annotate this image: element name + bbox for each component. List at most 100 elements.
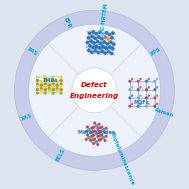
Circle shape	[56, 81, 58, 83]
Circle shape	[60, 85, 62, 87]
Circle shape	[129, 97, 131, 99]
Circle shape	[129, 105, 131, 107]
Circle shape	[86, 131, 87, 132]
Circle shape	[90, 40, 92, 42]
Circle shape	[102, 45, 104, 48]
Circle shape	[112, 43, 115, 45]
Circle shape	[107, 50, 110, 53]
Circle shape	[86, 139, 87, 140]
Circle shape	[99, 131, 101, 133]
Text: Engineering: Engineering	[70, 93, 119, 98]
Circle shape	[146, 97, 147, 99]
Circle shape	[48, 88, 50, 89]
Circle shape	[110, 41, 112, 44]
Text: EELS: EELS	[55, 147, 66, 162]
Circle shape	[95, 141, 98, 143]
Circle shape	[44, 85, 46, 87]
Circle shape	[44, 80, 46, 81]
Circle shape	[88, 137, 90, 139]
Circle shape	[103, 41, 105, 43]
Circle shape	[102, 129, 105, 131]
Circle shape	[91, 51, 93, 53]
Circle shape	[140, 87, 141, 88]
Circle shape	[93, 42, 95, 44]
Circle shape	[60, 80, 62, 81]
Circle shape	[100, 139, 101, 140]
Circle shape	[106, 43, 108, 45]
Circle shape	[98, 47, 101, 49]
Circle shape	[108, 33, 111, 36]
Circle shape	[40, 81, 42, 83]
Circle shape	[87, 134, 88, 136]
Circle shape	[94, 50, 97, 52]
Text: Photoluminescence: Photoluminescence	[109, 130, 135, 186]
Circle shape	[87, 37, 90, 39]
Circle shape	[137, 105, 139, 107]
Circle shape	[97, 136, 99, 137]
Circle shape	[107, 38, 109, 40]
Circle shape	[60, 76, 62, 78]
Text: Metal Oxides: Metal Oxides	[77, 129, 114, 135]
Circle shape	[156, 78, 158, 80]
Circle shape	[52, 80, 54, 81]
Circle shape	[104, 132, 106, 133]
Circle shape	[44, 76, 46, 78]
Circle shape	[105, 32, 108, 34]
Circle shape	[93, 127, 94, 128]
Circle shape	[37, 83, 38, 85]
Circle shape	[28, 24, 161, 156]
Circle shape	[36, 80, 38, 81]
Circle shape	[97, 144, 99, 145]
Circle shape	[98, 139, 100, 141]
Text: XAS: XAS	[20, 113, 33, 122]
Circle shape	[97, 51, 100, 54]
Text: MOFs: MOFs	[134, 100, 149, 105]
Circle shape	[92, 139, 94, 141]
Circle shape	[137, 97, 139, 99]
Circle shape	[52, 85, 54, 87]
Circle shape	[148, 87, 149, 88]
Text: TMDs: TMDs	[43, 78, 58, 83]
Circle shape	[104, 36, 107, 39]
Text: Raman: Raman	[154, 107, 174, 118]
Circle shape	[99, 127, 101, 129]
Circle shape	[100, 131, 101, 132]
Circle shape	[56, 88, 58, 89]
Circle shape	[132, 95, 133, 96]
Circle shape	[156, 103, 158, 105]
Text: EPR: EPR	[63, 16, 72, 29]
Circle shape	[105, 47, 107, 50]
Circle shape	[140, 78, 141, 80]
Circle shape	[156, 87, 158, 88]
Circle shape	[88, 49, 90, 52]
Circle shape	[98, 36, 100, 38]
Circle shape	[101, 126, 103, 128]
Circle shape	[88, 32, 91, 35]
Circle shape	[15, 10, 174, 170]
Circle shape	[154, 89, 156, 91]
Circle shape	[146, 89, 147, 91]
Circle shape	[104, 140, 106, 141]
Circle shape	[105, 127, 107, 129]
Circle shape	[52, 76, 54, 78]
Circle shape	[101, 134, 103, 136]
Circle shape	[98, 131, 100, 133]
Circle shape	[132, 87, 133, 88]
Text: Defect: Defect	[81, 82, 108, 88]
Circle shape	[37, 76, 38, 78]
Circle shape	[48, 84, 50, 86]
Circle shape	[132, 103, 133, 105]
Circle shape	[40, 90, 42, 92]
Circle shape	[96, 40, 99, 43]
Text: PAS: PAS	[26, 46, 39, 57]
Circle shape	[90, 132, 91, 133]
Circle shape	[101, 50, 103, 53]
Circle shape	[105, 136, 107, 137]
Circle shape	[48, 81, 50, 83]
Circle shape	[154, 105, 156, 107]
Circle shape	[52, 85, 54, 87]
Circle shape	[94, 138, 95, 140]
Text: XPS: XPS	[150, 46, 163, 57]
Circle shape	[102, 137, 105, 139]
Circle shape	[56, 81, 58, 83]
